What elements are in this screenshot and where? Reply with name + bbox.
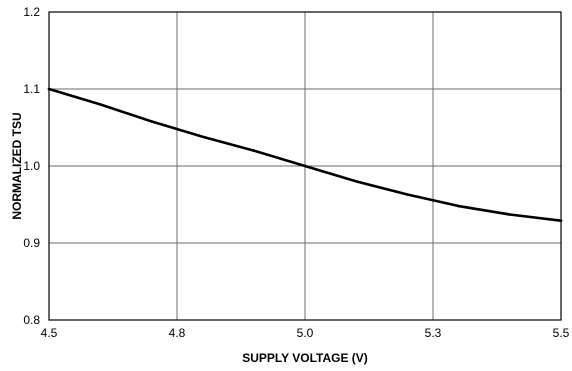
series-point [354, 180, 358, 183]
y-tick-labels: 0.8 0.9 1.0 1.1 1.2 [23, 5, 40, 327]
plot-frame [48, 11, 562, 321]
x-axis-title: SUPPLY VOLTAGE (V) [242, 351, 368, 365]
x-tick-label: 5.5 [553, 326, 570, 340]
series-point [201, 135, 204, 139]
series-point [559, 219, 563, 222]
x-tick-label: 5.0 [297, 326, 314, 340]
series-point [303, 164, 307, 168]
series-point [406, 193, 409, 196]
x-tick-label: 4.8 [169, 326, 186, 340]
y-tick-label: 0.9 [23, 236, 40, 250]
series-point [47, 87, 51, 91]
x-tick-label: 5.3 [425, 326, 442, 340]
x-tick-labels: 4.5 4.8 5.0 5.3 5.5 [41, 326, 570, 340]
series-point [508, 213, 512, 216]
series-group [47, 87, 563, 222]
y-tick-label: 1.2 [23, 5, 40, 19]
series-point [150, 120, 153, 123]
y-axis-title: NORMALIZED TSU [10, 112, 24, 219]
x-tick-label: 4.5 [41, 326, 58, 340]
series-point [98, 103, 102, 106]
y-tick-label: 0.8 [23, 313, 40, 327]
series-point [252, 149, 256, 152]
y-tick-label: 1.0 [23, 159, 40, 173]
series-point [457, 204, 460, 208]
y-tick-label: 1.1 [23, 82, 40, 96]
